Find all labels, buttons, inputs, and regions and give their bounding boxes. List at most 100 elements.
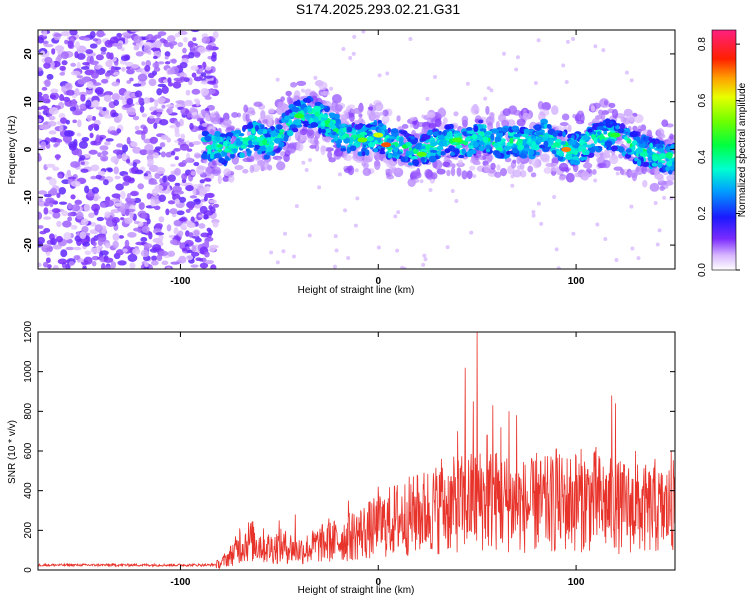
noise-blob [161,104,166,109]
ridge-blob [318,127,322,134]
outlier-blob [454,198,459,203]
noise-blob [157,31,167,37]
noise-blob [167,200,176,205]
ridge-blob [594,146,599,151]
ridge-blob [408,162,413,166]
ridge-blob [336,142,342,149]
outlier-blob [291,254,296,259]
ridge-blob [254,124,260,132]
noise-blob [112,240,119,249]
ridge-blob [583,134,588,141]
ridge-blob [651,162,658,167]
noise-blob [71,204,81,212]
ridge-blob [262,138,268,146]
noise-blob [167,174,176,182]
outlier-blob [352,34,357,39]
ridge-blob [356,134,362,138]
halo-blob [334,104,343,111]
halo-blob [516,118,526,127]
halo-blob [428,123,437,129]
outlier-blob [351,51,356,56]
x-tick-label: -100 [170,577,190,588]
noise-blob [190,170,196,176]
noise-blob [80,66,90,70]
halo-blob [590,105,596,112]
noise-blob [96,216,105,222]
ridge-blob [472,141,479,148]
noise-blob [185,89,191,96]
noise-blob [67,202,73,210]
ridge-blob [495,136,502,143]
halo-blob [285,90,292,97]
ridge-blob [291,127,299,133]
noise-blob [58,187,67,195]
ridge-blob [310,122,318,128]
ridge-blob [216,144,224,148]
noise-blob [57,173,63,179]
noise-blob [38,211,43,220]
noise-blob [82,241,90,247]
noise-blob [39,230,47,235]
halo-blob [382,109,389,117]
noise-blob [132,146,142,154]
noise-blob [79,104,85,109]
noise-blob [168,234,175,239]
noise-blob [90,247,101,254]
outlier-blob [653,201,658,206]
outlier-blob [595,222,600,227]
noise-blob [154,172,161,179]
noise-blob [97,170,106,176]
ridge-blob [533,124,540,130]
outlier-blob [564,79,569,84]
noise-blob [83,37,91,42]
noise-blob [91,255,100,261]
noise-blob [50,88,59,94]
noise-blob [129,77,134,82]
halo-blob [641,164,648,175]
ridge-blob [207,148,212,155]
noise-blob [133,45,140,51]
ridge-blob [378,122,384,127]
halo-blob [635,166,640,173]
noise-blob [66,238,73,244]
noise-blob [149,115,155,119]
halo-blob [603,100,609,106]
noise-blob [154,222,163,229]
halo-blob [442,161,451,168]
noise-blob [166,224,172,232]
halo-blob [207,125,216,131]
noise-blob [137,73,148,82]
ridge-blob [639,152,647,157]
outlier-blob [421,114,426,119]
ridge-blob [264,133,271,138]
colorbar-gradient [711,29,737,271]
noise-blob [66,169,71,176]
noise-blob [74,41,81,50]
ridge-blob [619,147,625,152]
ridge-blob [560,141,566,145]
noise-blob [126,68,135,75]
halo-blob [228,174,235,183]
outlier-blob [561,63,566,68]
ridge-blob [266,151,274,156]
outlier-blob [333,234,338,239]
ridge-blob [617,128,625,134]
halo-blob [490,162,496,170]
outlier-blob [365,163,370,168]
noise-blob [193,76,203,82]
outlier-blob [501,51,506,56]
ridge-blob [635,147,644,154]
ridge-blob [552,142,561,147]
outlier-blob [571,231,576,236]
noise-blob [126,136,131,145]
halo-blob [602,159,611,169]
outlier-blob [562,174,567,179]
noise-blob [142,126,148,135]
halo-blob [603,150,610,159]
noise-blob [164,61,171,65]
ridge-blob [444,148,451,154]
noise-blob [146,217,151,225]
noise-blob [144,261,149,268]
noise-blob [199,187,208,195]
colorbar-tick-label: 0.4 [697,150,708,164]
